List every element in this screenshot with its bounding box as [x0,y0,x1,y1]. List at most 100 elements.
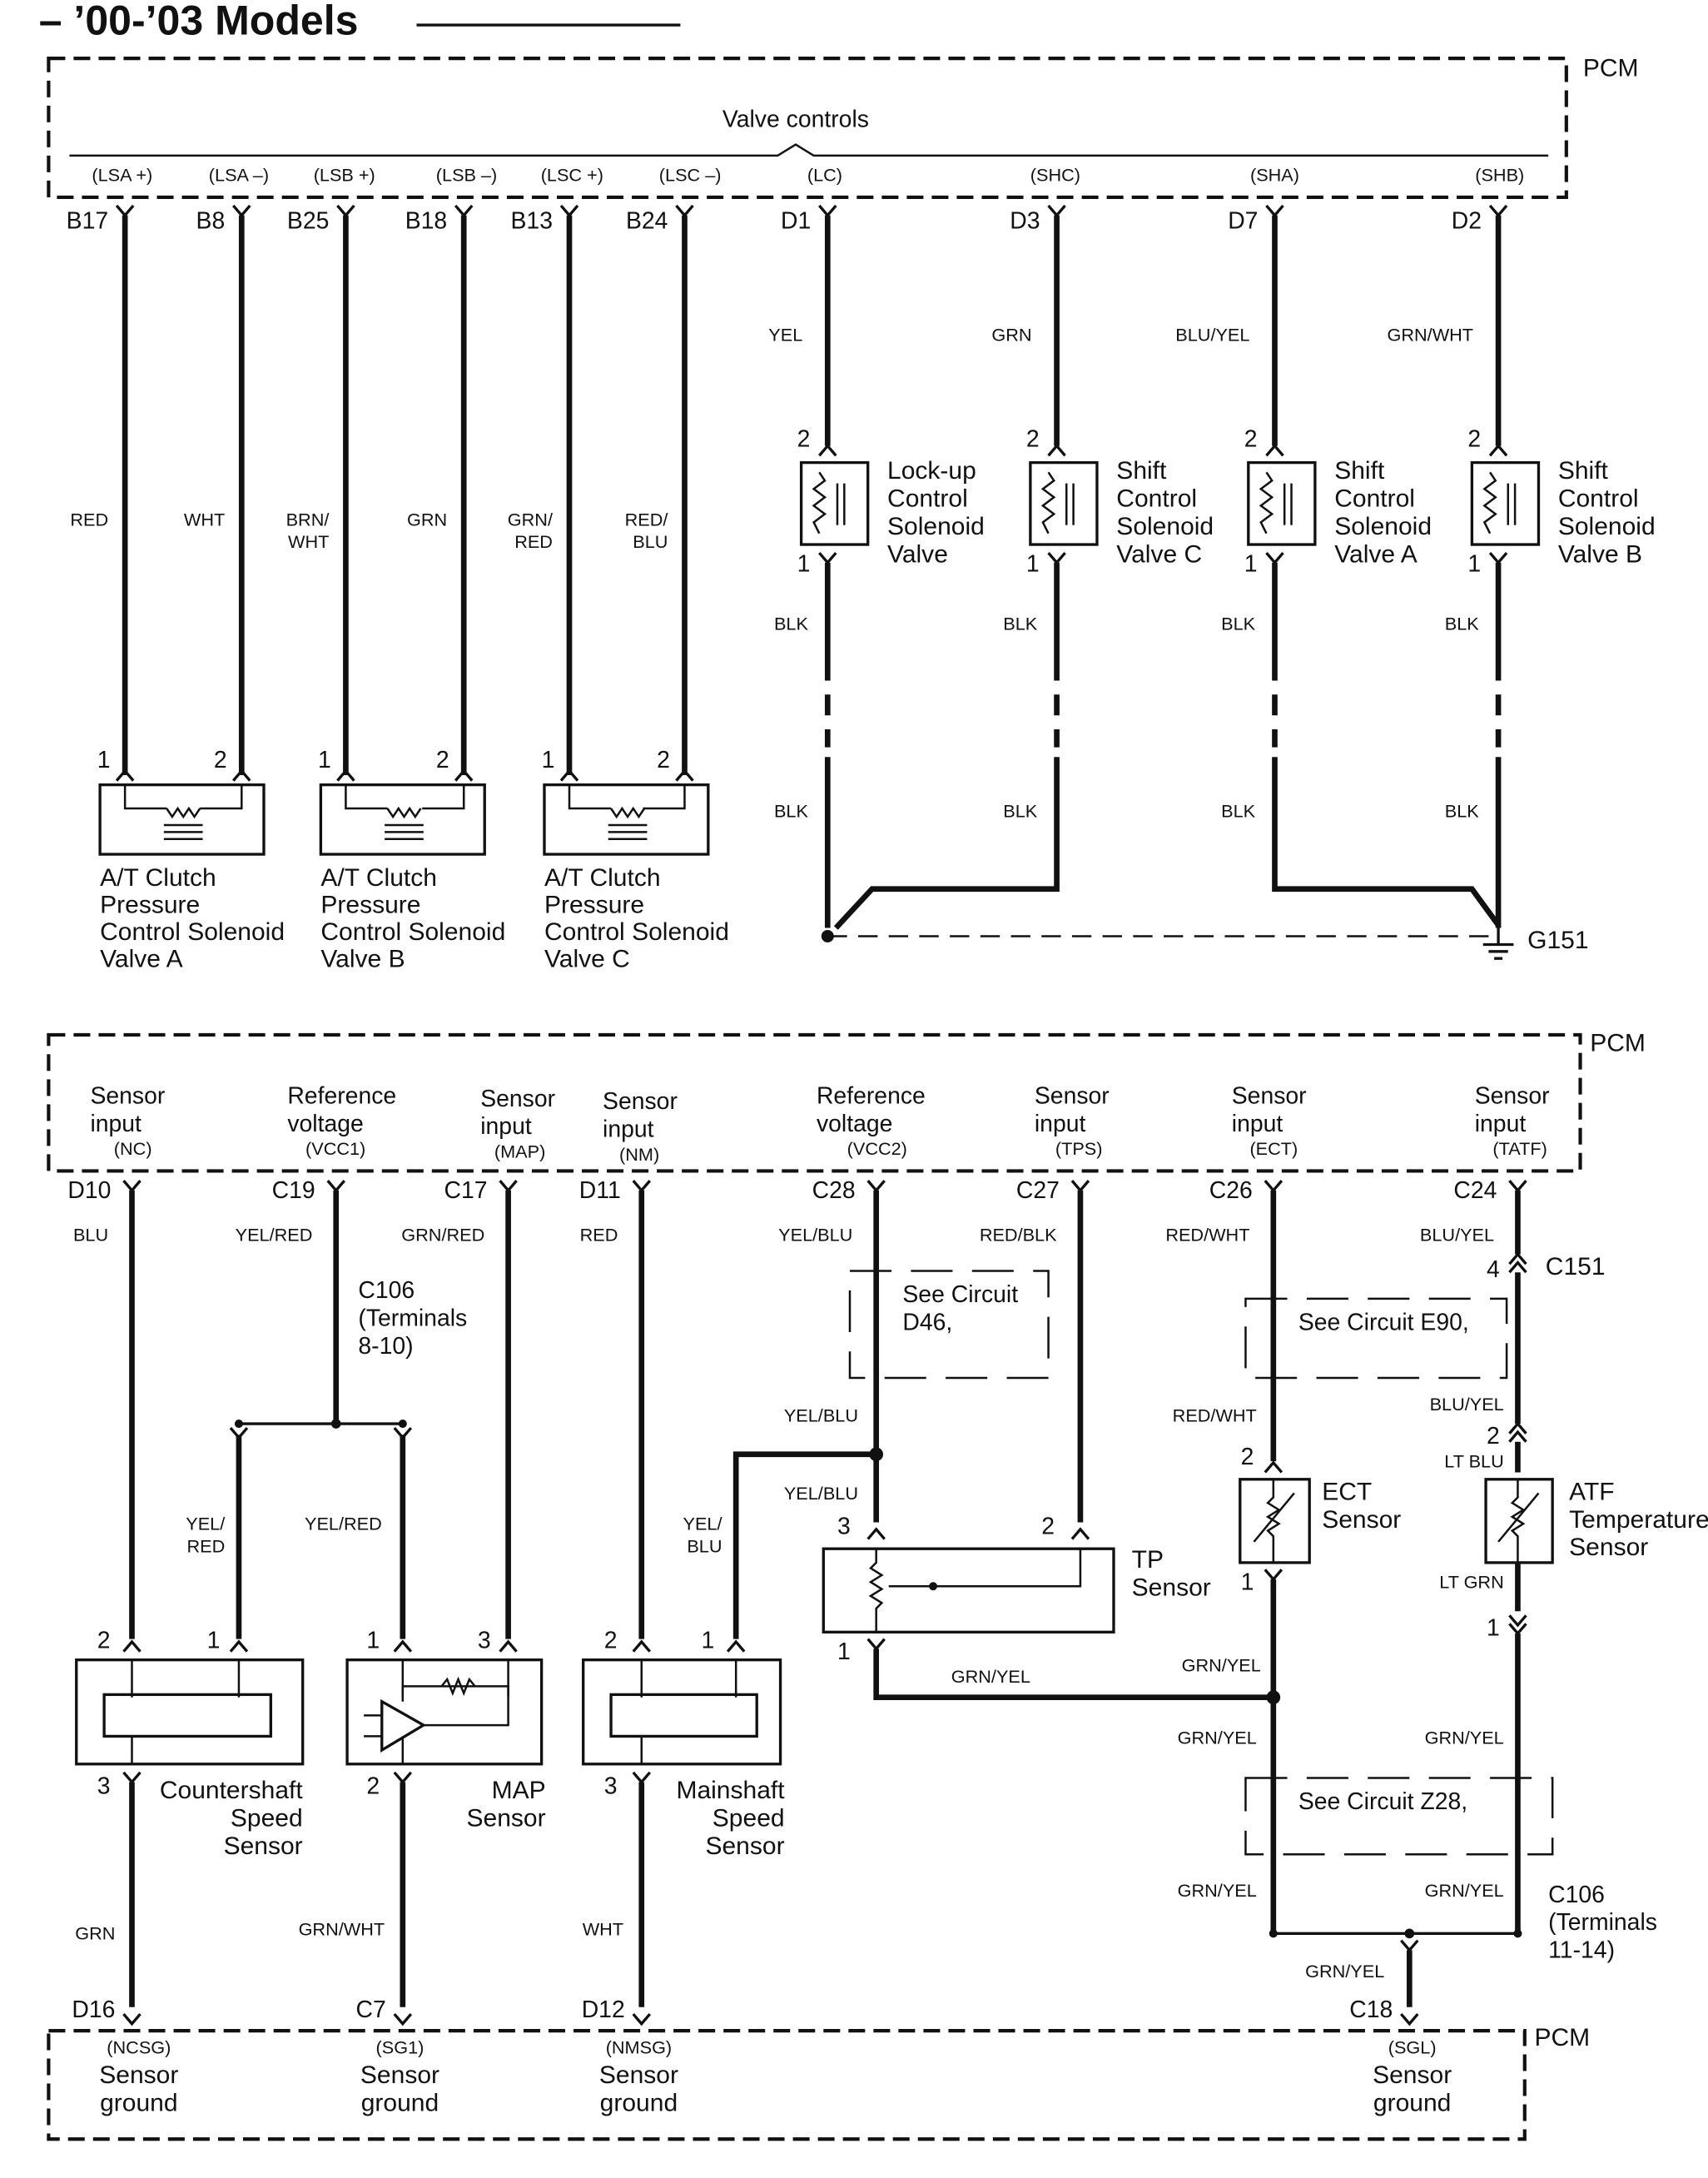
terminal [122,1180,142,1193]
pin-label: 3 [97,1773,111,1800]
wire-color: RED [580,1225,618,1246]
wire [1272,757,1501,927]
pin-label: 2 [1487,1423,1500,1450]
pin-label: 1 [701,1627,714,1653]
terminal [115,768,135,782]
pin-label: D10 [67,1177,111,1204]
pin-label: 4 [1487,1256,1500,1283]
pin-label: C18 [1349,1996,1393,2023]
ground-name: ground [1373,2089,1451,2116]
connector-label: C106 [358,1277,415,1304]
wire-color: BLU/YEL [1175,325,1249,346]
component-name: Solenoid [1116,513,1214,540]
component-name: Control Solenoid [100,918,285,946]
component-name: Control [1116,485,1197,513]
connector-label: (Terminals [1548,1909,1657,1936]
component-name: Control [1558,485,1639,513]
wire-color: BLK [1221,614,1256,634]
wire-color: YEL/BLU [784,1405,858,1425]
terminal [122,2012,142,2026]
thermistor [1265,1479,1281,1563]
component-name: Valve B [320,946,405,973]
pin-label: B24 [626,207,668,234]
pin-label: 3 [837,1514,851,1540]
signal-name: (LSA –) [209,165,269,186]
signal-name: (NCSG) [107,2037,171,2058]
terminal [1047,204,1066,218]
wire-color: BLU [73,1225,108,1246]
signal-name: (SHC) [1030,165,1080,186]
pin-label: C24 [1453,1177,1497,1204]
input-name: input [90,1111,142,1137]
solenoid-box [799,460,870,546]
component-name: Speed [712,1804,785,1832]
pin-label: 1 [542,747,555,773]
pin-label: 1 [207,1627,221,1653]
terminal [1508,1251,1527,1266]
pin-label: 1 [1244,551,1258,578]
terminal [675,204,694,218]
pcm-label: PCM [1590,1030,1646,1057]
pcm-box [47,1032,1582,1173]
component-name: Mainshaft [676,1777,785,1804]
input-name: Sensor [90,1082,165,1109]
wire-color: BLK [1003,801,1038,822]
lead [423,1697,509,1727]
pin-label: 1 [1241,1569,1254,1595]
component-name: Shift [1558,457,1609,485]
wire-color: BLU/YEL [1420,1225,1494,1246]
component-name: MAP [492,1777,546,1804]
pin-label: 1 [1026,551,1040,578]
terminal [866,1638,886,1651]
reference-note: See Circuit [902,1281,1018,1308]
amplifier [380,1698,427,1753]
terminal [229,1426,249,1440]
solenoid-box [543,783,710,856]
wire-color: BLK [1221,801,1256,822]
sensor-box [582,1658,782,1766]
terminal [499,1639,518,1653]
terminal [632,1180,652,1193]
terminal [1070,1527,1090,1540]
ground-name: Sensor [599,2061,678,2089]
input-name: input [603,1116,654,1143]
wire-color: GRN/ [508,509,554,530]
signal-name: (NM) [619,1144,659,1165]
pin-label: D12 [582,1996,625,2023]
terminal [122,1639,142,1653]
signal-name: (LSB –) [436,165,497,186]
group-label: Valve controls [722,107,869,133]
terminal [115,204,135,218]
terminal [1488,551,1508,565]
pin-label: 2 [436,747,449,773]
terminal [632,1639,652,1653]
solenoid-box [1247,460,1317,546]
wire [732,1451,876,1639]
coil [1040,471,1056,535]
solenoid-box [319,783,486,856]
connector-label: C151 [1546,1253,1606,1280]
pin-label: 1 [318,747,331,773]
connector-label: 8-10) [358,1333,413,1360]
component-name: Control Solenoid [320,918,505,946]
wire-color: GRN/WHT [1388,325,1474,346]
signal-name: (TATF) [1492,1138,1547,1159]
pin-label: D3 [1010,207,1040,234]
terminal [1265,551,1284,565]
coil [1482,471,1497,535]
signal-name: (MAP) [494,1141,545,1161]
thermistor [1510,1479,1526,1563]
component-name: Valve B [1558,540,1642,568]
solenoid-box [1470,460,1541,546]
component-name: Solenoid [1334,513,1432,540]
pin-label: C19 [272,1177,315,1204]
input-name: voltage [287,1111,363,1137]
signal-name: (LSB +) [314,165,375,186]
pin-label: C27 [1016,1177,1060,1204]
reference-note: See Circuit E90, [1298,1309,1469,1335]
reference-box [848,1270,1050,1380]
sensor-element [102,1693,272,1738]
terminal [393,2012,413,2026]
signal-name: (LC) [807,165,842,186]
